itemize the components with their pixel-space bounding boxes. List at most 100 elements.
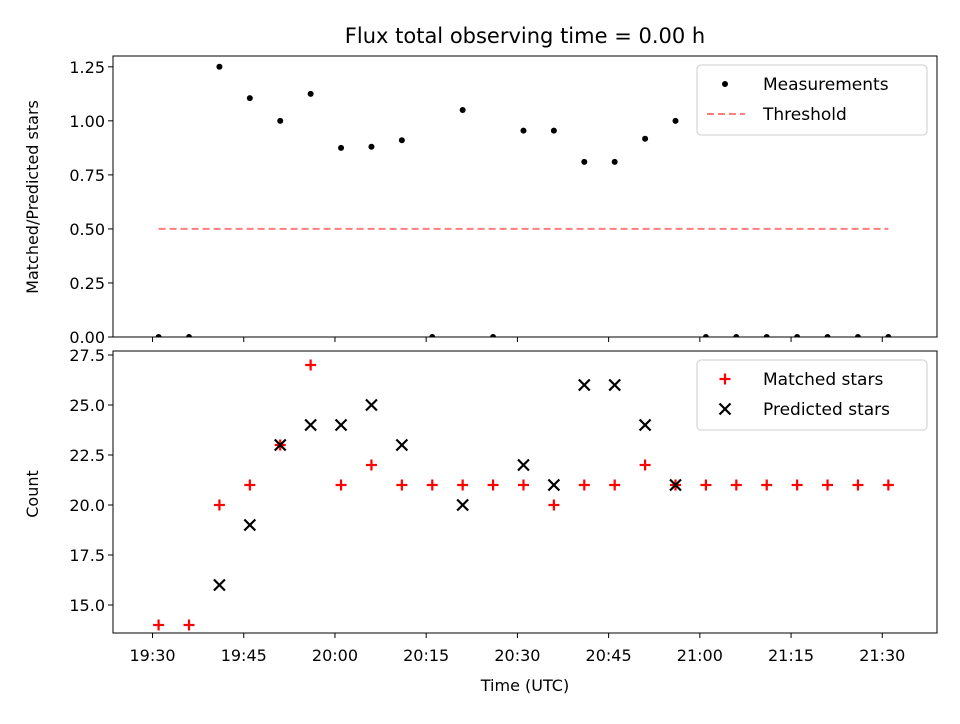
top-y-tick-label: 0.25 [69, 274, 105, 293]
matched-star-point [365, 459, 377, 471]
predicted-star-point [243, 518, 257, 532]
legend-entry-label: Measurements [763, 75, 889, 95]
legend-measurement-swatch [722, 81, 728, 87]
measurement-point [550, 127, 557, 134]
top-plot-area [155, 63, 892, 337]
x-tick-label: 20:30 [494, 646, 540, 665]
bottom-y-tick-label: 27.5 [69, 346, 105, 365]
measurement-point [854, 334, 861, 337]
predicted-star-point [213, 578, 226, 592]
matched-star-point [791, 479, 803, 491]
bottom-y-tick-label: 25.0 [69, 396, 105, 415]
legend-entry-label: Threshold [762, 105, 847, 125]
measurement-point [398, 137, 405, 144]
measurement-point [611, 158, 618, 165]
matched-star-point [457, 479, 469, 491]
predicted-star-point [456, 498, 469, 512]
matched-star-point [730, 479, 742, 491]
measurement-point [702, 334, 709, 337]
matched-star-point [305, 359, 317, 371]
top-y-tick-label: 0.50 [69, 220, 105, 239]
matched-star-point [153, 619, 165, 631]
measurement-point [246, 95, 253, 102]
predicted-star-point [395, 438, 409, 452]
predicted-star-point [547, 478, 561, 492]
measurement-point [520, 127, 527, 134]
top-y-tick-label: 0.00 [69, 328, 105, 347]
x-tick-label: 20:45 [586, 646, 632, 665]
bottom-legend: Matched stars Predicted stars [696, 359, 928, 431]
measurement-point [307, 90, 314, 97]
measurement-point [338, 144, 345, 151]
measurement-point [186, 334, 193, 337]
predicted-star-point [304, 418, 317, 432]
matched-star-point [852, 479, 864, 491]
predicted-star-point [273, 438, 287, 452]
bottom-y-tick-label: 22.5 [69, 446, 105, 465]
matched-star-point [700, 479, 712, 491]
measurement-point [672, 117, 679, 124]
bottom-x-axis-label: Time (UTC) [480, 676, 569, 695]
top-y-axis-label: Matched/Predicted stars [23, 100, 42, 294]
predicted-star-point [608, 378, 621, 392]
matched-star-point [183, 619, 195, 631]
measurement-point [459, 107, 466, 114]
legend-matched-swatch [719, 373, 731, 385]
legend-predicted-swatch [718, 402, 732, 416]
matched-star-point [517, 479, 529, 491]
predicted-star-point [365, 398, 378, 412]
measurement-point [885, 334, 892, 337]
matched-star-point [335, 479, 347, 491]
top-y-tick-label: 1.25 [69, 58, 105, 77]
top-chart-title: Flux total observing time = 0.00 h [345, 24, 705, 48]
measurement-point [824, 334, 831, 337]
matched-star-point [426, 479, 438, 491]
x-tick-label: 21:00 [677, 646, 723, 665]
x-tick-label: 21:15 [768, 646, 814, 665]
matched-star-point [882, 479, 894, 491]
top-axes-frame [112, 55, 938, 338]
measurement-point [642, 135, 649, 142]
matched-star-point [396, 479, 408, 491]
predicted-star-point [334, 418, 348, 432]
matched-star-point [609, 479, 621, 491]
top-y-tick-label: 0.75 [69, 166, 105, 185]
x-tick-label: 19:45 [221, 646, 267, 665]
bottom-y-tick-label: 17.5 [69, 546, 105, 565]
matched-star-point [548, 499, 560, 511]
legend-entry-label: Matched stars [763, 370, 883, 390]
bottom-y-tick-label: 15.0 [69, 596, 105, 615]
legend-entry-label: Predicted stars [763, 400, 890, 420]
measurement-point [490, 334, 497, 337]
matched-star-point [578, 479, 590, 491]
bottom-y-tick-label: 20.0 [69, 496, 105, 515]
measurement-point [216, 63, 223, 70]
predicted-star-point [578, 378, 591, 392]
bottom-y-axis-label: Count [23, 470, 42, 518]
matched-star-point [487, 479, 499, 491]
top-legend: Measurements Threshold [696, 64, 928, 136]
measurement-point [794, 334, 801, 337]
matched-star-point [761, 479, 773, 491]
matched-star-point [213, 499, 225, 511]
x-tick-label: 21:30 [859, 646, 905, 665]
predicted-star-point [638, 418, 652, 432]
matched-star-point [822, 479, 834, 491]
measurement-point [733, 334, 740, 337]
measurement-point [581, 158, 588, 165]
bottom-plot-area [153, 359, 894, 631]
top-y-tick-label: 1.00 [69, 112, 105, 131]
measurement-point [155, 334, 162, 337]
matched-star-point [639, 459, 651, 471]
measurement-point [763, 334, 770, 337]
x-tick-label: 19:30 [129, 646, 175, 665]
x-tick-label: 20:15 [403, 646, 449, 665]
matched-star-point [244, 479, 256, 491]
predicted-star-point [669, 478, 682, 492]
measurement-point [368, 143, 375, 150]
bottom-axes-frame [112, 350, 938, 634]
measurement-point [429, 334, 436, 337]
predicted-star-point [517, 458, 530, 472]
x-tick-label: 20:00 [312, 646, 358, 665]
